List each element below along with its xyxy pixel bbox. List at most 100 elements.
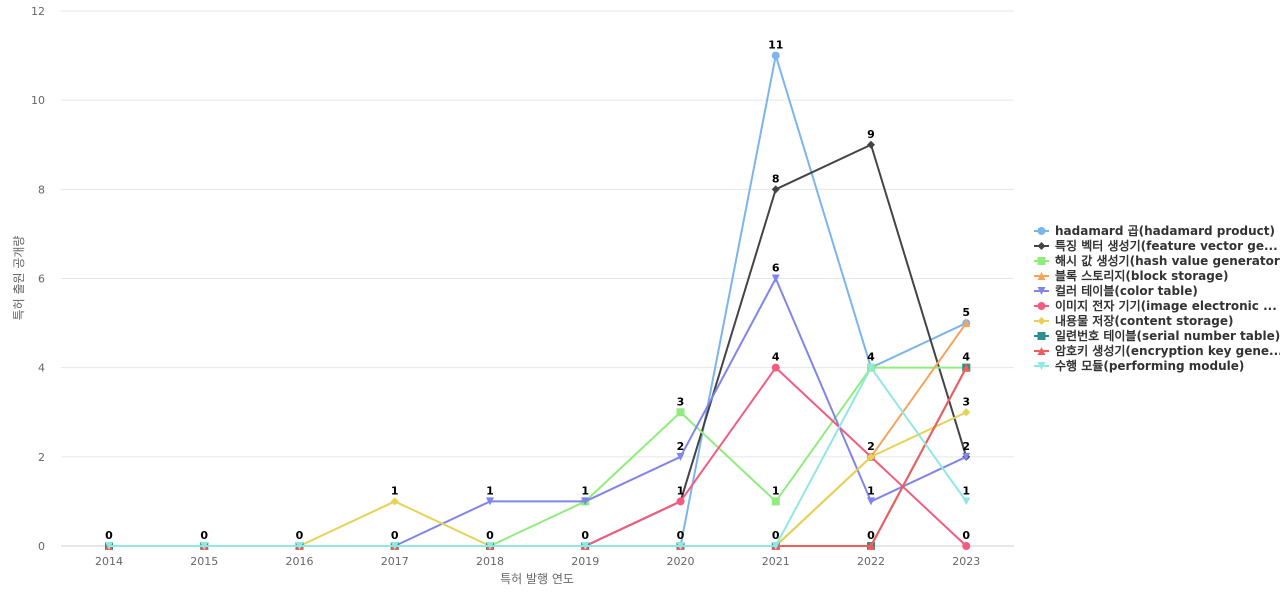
data-point xyxy=(867,542,875,550)
data-point xyxy=(581,542,590,550)
legend-swatch-marker xyxy=(1037,287,1046,295)
legend-label: 내용물 저장(content storage) xyxy=(1055,313,1233,328)
data-label: 1 xyxy=(867,484,875,497)
data-label: 11 xyxy=(768,39,783,52)
data-label: 4 xyxy=(867,351,875,364)
data-point xyxy=(486,542,494,550)
series-group xyxy=(105,363,971,550)
series-line xyxy=(109,143,968,547)
data-label: 0 xyxy=(581,529,589,542)
series-lines xyxy=(105,51,971,550)
x-axis-title: 특허 발행 연도 xyxy=(500,571,574,586)
grid xyxy=(61,10,1014,547)
data-point xyxy=(105,542,113,550)
legend-item: hadamard 곱(hadamard product) xyxy=(1034,224,1275,238)
legend-label: 수행 모듈(performing module) xyxy=(1055,358,1244,373)
series-line xyxy=(109,322,968,547)
legend-label: 이미지 전자 기기(image electronic ... xyxy=(1055,298,1277,313)
series-line xyxy=(109,54,967,547)
data-point xyxy=(962,319,971,328)
data-point xyxy=(676,542,685,550)
data-label: 0 xyxy=(391,529,399,542)
data-point xyxy=(962,408,971,417)
legend-label: 해시 값 생성기(hash value generator) xyxy=(1055,253,1280,268)
legend-item: 특징 벡터 생성기(feature vector ge... xyxy=(1034,238,1278,253)
y-axis-title: 특허 출원 공개량 xyxy=(12,236,26,321)
data-point xyxy=(390,542,399,550)
legend-swatch-marker xyxy=(1037,272,1046,280)
y-tick-label: 6 xyxy=(38,273,45,286)
data-label: 0 xyxy=(677,529,685,542)
data-point xyxy=(962,542,971,550)
data-point xyxy=(771,497,780,506)
legend-label: 암호키 생성기(encryption key gene... xyxy=(1055,343,1280,358)
legend-swatch-marker xyxy=(1037,347,1046,355)
data-point xyxy=(867,497,875,506)
data-point xyxy=(390,497,399,506)
data-point xyxy=(771,274,780,283)
data-label: 1 xyxy=(391,484,399,497)
data-point xyxy=(676,408,685,417)
y-tick-label: 0 xyxy=(38,540,45,553)
legend-item: 암호키 생성기(encryption key gene... xyxy=(1034,343,1280,358)
y-tick-label: 8 xyxy=(38,183,45,196)
data-label: 6 xyxy=(772,262,780,275)
data-point xyxy=(867,452,875,461)
data-label: 4 xyxy=(772,351,780,364)
legend-swatch-marker xyxy=(1037,362,1046,370)
legend-item: 블록 스토리지(block storage) xyxy=(1034,268,1228,283)
y-tick-label: 2 xyxy=(38,451,45,464)
series-group xyxy=(105,140,971,550)
legend-swatch-marker xyxy=(1037,332,1046,340)
data-point xyxy=(867,140,875,149)
legend-swatch-marker xyxy=(1037,302,1046,310)
legend-label: 블록 스토리지(block storage) xyxy=(1055,268,1228,283)
x-tick-label: 2019 xyxy=(571,555,599,568)
data-label: 3 xyxy=(962,395,970,408)
data-point xyxy=(200,542,209,550)
data-label: 0 xyxy=(867,529,875,542)
legend-swatch-marker xyxy=(1037,317,1046,325)
x-tick-label: 2020 xyxy=(667,555,695,568)
x-tick-label: 2014 xyxy=(95,555,123,568)
data-point xyxy=(771,542,780,550)
y-tick-label: 12 xyxy=(31,5,45,18)
data-point xyxy=(962,497,971,506)
y-tick-label: 4 xyxy=(38,362,45,375)
data-point xyxy=(771,185,780,194)
series-group xyxy=(105,51,971,550)
series-group xyxy=(105,319,971,550)
legend-label: hadamard 곱(hadamard product) xyxy=(1055,224,1275,238)
x-tick-label: 2018 xyxy=(476,555,504,568)
data-point xyxy=(676,452,685,461)
legend-swatch-marker xyxy=(1037,257,1046,265)
legend-item: 내용물 저장(content storage) xyxy=(1034,313,1233,328)
data-label: 9 xyxy=(867,128,875,141)
data-label: 1 xyxy=(772,484,780,497)
x-tick-label: 2022 xyxy=(857,555,885,568)
legend-label: 컬러 테이블(color table) xyxy=(1055,283,1198,298)
series-line xyxy=(109,366,968,547)
series-line xyxy=(109,277,967,547)
data-label: 0 xyxy=(296,529,304,542)
legend-item: 컬러 테이블(color table) xyxy=(1034,283,1198,298)
data-point xyxy=(676,497,685,506)
x-tick-label: 2021 xyxy=(762,555,790,568)
data-label: 2 xyxy=(677,440,685,453)
data-label: 8 xyxy=(772,172,780,185)
data-label: 0 xyxy=(772,529,780,542)
legend-item: 이미지 전자 기기(image electronic ... xyxy=(1034,298,1277,313)
data-label: 5 xyxy=(962,306,970,319)
legend-label: 특징 벡터 생성기(feature vector ge... xyxy=(1055,238,1278,253)
data-point xyxy=(962,363,971,372)
data-label: 2 xyxy=(867,440,875,453)
data-point xyxy=(771,51,780,60)
data-label: 0 xyxy=(486,529,494,542)
data-point xyxy=(867,363,875,372)
x-tick-label: 2023 xyxy=(952,555,980,568)
data-label: 1 xyxy=(677,484,685,497)
data-label: 1 xyxy=(486,484,494,497)
